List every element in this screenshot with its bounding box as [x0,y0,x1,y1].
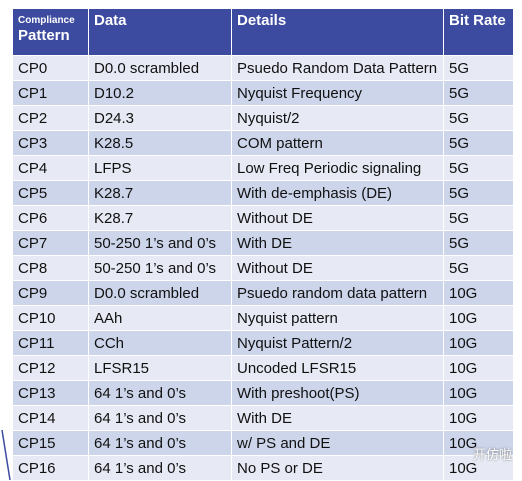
table-cell: K28.7 [88,205,232,231]
table-cell: 50-250 1’s and 0’s [88,255,232,281]
table-cell: AAh [88,305,232,331]
watermark: 开仿啦 [472,447,512,462]
table-cell: D24.3 [88,105,232,131]
table-cell: 5G [443,180,514,206]
table-cell: 10G [443,405,514,431]
table-cell: CP5 [12,180,89,206]
table-cell: CP1 [12,80,89,106]
table-cell: Psuedo random data pattern [231,280,444,306]
table-cell: CP0 [12,55,89,81]
table-cell: K28.5 [88,130,232,156]
table-cell: D0.0 scrambled [88,280,232,306]
table-cell: CP10 [12,305,89,331]
table-cell: CP3 [12,130,89,156]
header-cell: Data [88,8,232,56]
table-cell: 10G [443,330,514,356]
table-cell: 64 1’s and 0’s [88,405,232,431]
table-row: CP8 50-250 1’s and 0’s Without DE 5G [12,255,514,281]
table-cell: Psuedo Random Data Pattern [231,55,444,81]
table-cell: Uncoded LFSR15 [231,355,444,381]
table-row: CP12 LFSR15 Uncoded LFSR15 10G [12,355,514,381]
table-row: CP14 64 1’s and 0’s With DE 10G [12,405,514,431]
table-cell: 10G [443,305,514,331]
decor-line [1,430,11,481]
table-cell: CP12 [12,355,89,381]
table-cell: D0.0 scrambled [88,55,232,81]
table-cell: 10G [443,380,514,406]
table-cell: CP4 [12,155,89,181]
table-row: CP5 K28.7 With de-emphasis (DE) 5G [12,180,514,206]
table-cell: COM pattern [231,130,444,156]
table-cell: CP13 [12,380,89,406]
table-cell: With DE [231,405,444,431]
table-cell: 5G [443,205,514,231]
table-row: CP9 D0.0 scrambled Psuedo random data patt… [12,280,514,306]
table-cell: CP8 [12,255,89,281]
table-cell: With de-emphasis (DE) [231,180,444,206]
table-cell: 5G [443,55,514,81]
table-cell: Nyquist Pattern/2 [231,330,444,356]
header-cell: Bit Rate [443,8,514,56]
table-cell: CP2 [12,105,89,131]
table-cell: 64 1’s and 0’s [88,380,232,406]
table-row: CP6 K28.7 Without DE 5G [12,205,514,231]
table-cell: CP6 [12,205,89,231]
table-cell: Low Freq Periodic signaling [231,155,444,181]
table-row: CP4 LFPS Low Freq Periodic signaling 5G [12,155,514,181]
table-cell: 5G [443,230,514,256]
table-cell: K28.7 [88,180,232,206]
table-cell: 10G [443,355,514,381]
table-cell: CP16 [12,455,89,481]
table-cell: No PS or DE [231,455,444,481]
table-cell: CCh [88,330,232,356]
table-cell: Without DE [231,255,444,281]
table-cell: 10G [443,430,514,456]
header-row: Compliance Pattern Data Details Bit Rate [12,8,514,56]
table-cell: 10G [443,280,514,306]
table-cell: w/ PS and DE [231,430,444,456]
header-cell: Details [231,8,444,56]
table-row: CP16 64 1’s and 0’s No PS or DE 10G [12,455,514,481]
table-row: CP7 50-250 1’s and 0’s With DE 5G [12,230,514,256]
table-cell: 10G [443,455,514,481]
table-row: CP2 D24.3 Nyquist/2 5G [12,105,514,131]
compliance-table: Compliance Pattern Data Details Bit Rate… [12,8,514,481]
table-cell: Nyquist Frequency [231,80,444,106]
table-row: CP11 CCh Nyquist Pattern/2 10G [12,330,514,356]
table-cell: CP9 [12,280,89,306]
table-cell: 64 1’s and 0’s [88,430,232,456]
table-cell: 5G [443,80,514,106]
header-text: Pattern [18,27,70,44]
table-cell: 5G [443,155,514,181]
table-cell: Nyquist pattern [231,305,444,331]
table-cell: CP14 [12,405,89,431]
table-row: CP15 64 1’s and 0’s w/ PS and DE 10G [12,430,514,456]
table-cell: Nyquist/2 [231,105,444,131]
table-cell: Without DE [231,205,444,231]
table-row: CP3 K28.5 COM pattern 5G [12,130,514,156]
table-body: CP0 D0.0 scrambled Psuedo Random Data Patt… [12,55,514,481]
table-cell: 64 1’s and 0’s [88,455,232,481]
table-cell: With preshoot(PS) [231,380,444,406]
header-text: Compliance [18,15,75,26]
table-cell: 50-250 1’s and 0’s [88,230,232,256]
table-row: CP13 64 1’s and 0’s With preshoot(PS) 10G [12,380,514,406]
header-cell: Compliance Pattern [12,8,89,56]
table-cell: D10.2 [88,80,232,106]
table-cell: 5G [443,105,514,131]
table-cell: 5G [443,255,514,281]
table-cell: LFSR15 [88,355,232,381]
table-cell: CP11 [12,330,89,356]
table-row: CP0 D0.0 scrambled Psuedo Random Data Patt… [12,55,514,81]
table-cell: 5G [443,130,514,156]
table-row: CP10 AAh Nyquist pattern 10G [12,305,514,331]
table-row: CP1 D10.2 Nyquist Frequency 5G [12,80,514,106]
table-cell: LFPS [88,155,232,181]
table-cell: CP15 [12,430,89,456]
table-cell: CP7 [12,230,89,256]
table-cell: With DE [231,230,444,256]
